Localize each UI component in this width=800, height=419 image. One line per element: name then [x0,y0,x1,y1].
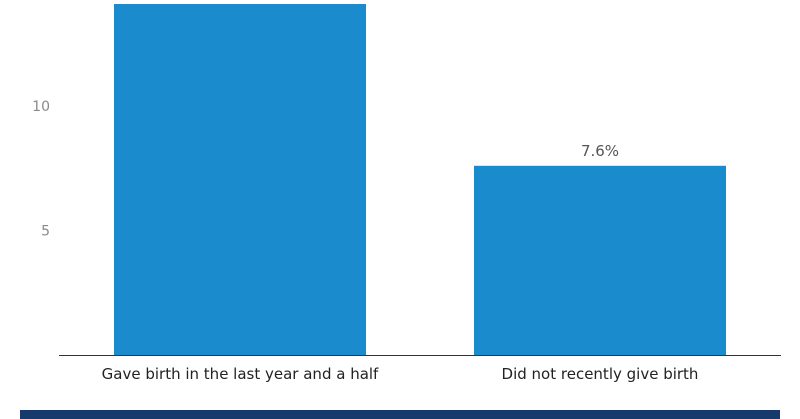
data-labels-layer: 7.6% [581,142,619,160]
bar-1 [114,4,366,355]
bar-2 [474,165,726,355]
x-tick-label-1: Gave birth in the last year and a half [102,365,379,383]
footer-band [20,410,780,419]
data-label-2: 7.6% [581,142,619,160]
y-tick-label-2: 10 [32,99,50,115]
bars-layer [114,4,726,355]
x-tick-label-2: Did not recently give birth [502,365,699,383]
x-axis-ticks: Gave birth in the last year and a half Di… [102,365,699,383]
y-axis-ticks: 5 10 [32,99,50,239]
y-tick-label-1: 5 [41,224,50,240]
